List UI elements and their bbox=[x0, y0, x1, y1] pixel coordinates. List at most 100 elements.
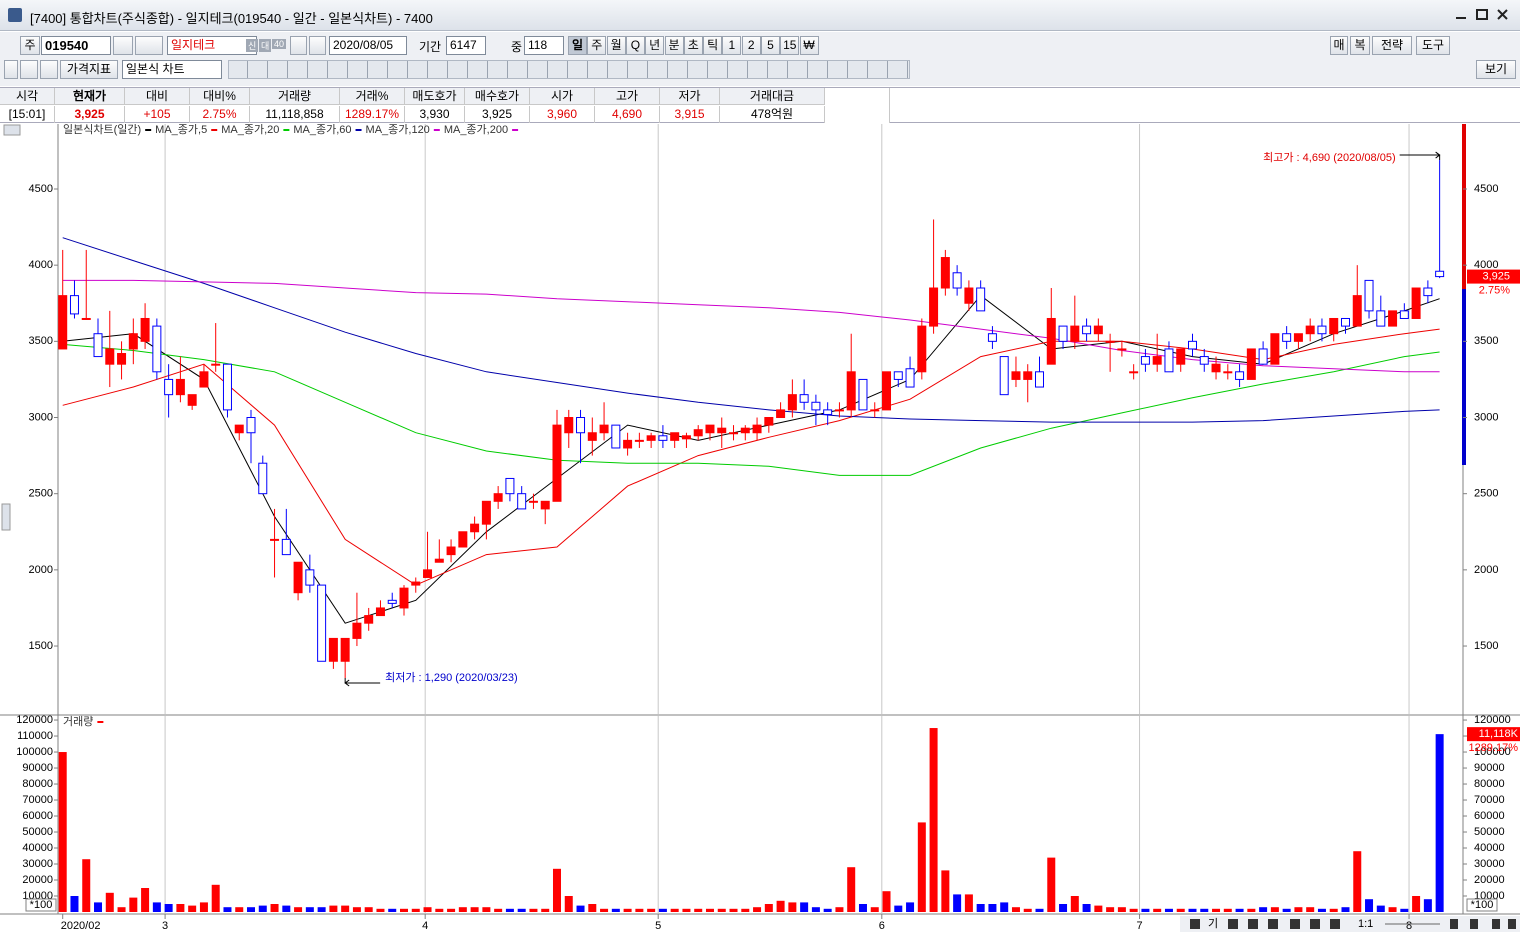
candle-body bbox=[623, 439, 633, 449]
scroll-button[interactable] bbox=[20, 60, 38, 79]
candle-body bbox=[1317, 325, 1327, 335]
count-input[interactable]: 118 bbox=[524, 36, 564, 55]
candle-body bbox=[234, 424, 244, 434]
volume-bar bbox=[1094, 905, 1103, 912]
edit-button[interactable] bbox=[40, 60, 58, 79]
right-button[interactable]: 매 bbox=[1330, 36, 1348, 55]
bottom-control[interactable] bbox=[1248, 919, 1258, 929]
next-button[interactable] bbox=[290, 36, 307, 55]
candle-body bbox=[681, 435, 691, 440]
volume-bar bbox=[141, 888, 150, 912]
count-label: 중 bbox=[511, 40, 523, 54]
y-tick-label: 100000 bbox=[16, 746, 53, 758]
window-controls[interactable] bbox=[1450, 6, 1516, 24]
candle-body bbox=[858, 378, 868, 411]
market-select[interactable]: 주 bbox=[20, 36, 40, 55]
candle-body bbox=[952, 272, 962, 289]
period-input[interactable]: 6147 bbox=[446, 36, 486, 55]
volume-bar bbox=[282, 905, 291, 912]
date-input[interactable]: 2020/08/05 bbox=[329, 36, 407, 55]
candle-body bbox=[1187, 340, 1197, 350]
volume-bar bbox=[470, 907, 479, 912]
period-button[interactable]: 년 bbox=[645, 36, 665, 55]
period-button[interactable]: 주 bbox=[587, 36, 607, 55]
candle-body bbox=[1376, 310, 1386, 327]
volume-bar bbox=[1153, 908, 1162, 912]
period-button[interactable]: 5 bbox=[761, 36, 780, 55]
candle-body bbox=[1152, 356, 1162, 365]
code-input[interactable]: 019540 bbox=[41, 36, 111, 55]
candle-body bbox=[411, 581, 421, 586]
candle-body bbox=[729, 432, 739, 435]
volume-bar bbox=[552, 868, 561, 912]
volume-bar bbox=[1259, 907, 1268, 912]
candle-body bbox=[270, 538, 280, 541]
right-button[interactable]: 전략 bbox=[1372, 36, 1412, 55]
candle-body bbox=[999, 356, 1009, 396]
bottom-control[interactable] bbox=[1492, 919, 1500, 929]
bottom-control[interactable] bbox=[1228, 919, 1238, 929]
side-toggle[interactable] bbox=[1, 503, 11, 531]
right-button[interactable]: 도구 bbox=[1416, 36, 1450, 55]
volume-bar bbox=[376, 908, 385, 912]
volume-bar bbox=[1164, 908, 1173, 912]
volume-bar bbox=[58, 752, 67, 912]
candle-body bbox=[364, 615, 374, 624]
view-button[interactable]: 보기 bbox=[1476, 60, 1516, 79]
quote-value: [15:01] bbox=[0, 106, 55, 123]
period-button[interactable]: Q bbox=[625, 36, 645, 55]
volume-bar bbox=[788, 902, 797, 912]
scroll-toggle[interactable] bbox=[3, 124, 21, 136]
drawing-tools[interactable] bbox=[228, 60, 910, 79]
quote-header: 대비% bbox=[190, 88, 250, 105]
bottom-control[interactable] bbox=[1330, 919, 1340, 929]
close[interactable] bbox=[1497, 9, 1508, 20]
period-button[interactable]: ₩ bbox=[799, 36, 819, 55]
volume-bar bbox=[305, 907, 314, 912]
right-button[interactable]: 복 bbox=[1350, 36, 1370, 55]
quote-header: 시가 bbox=[530, 88, 595, 105]
volume-bar bbox=[894, 905, 903, 912]
bottom-control[interactable] bbox=[1450, 919, 1458, 929]
maximize[interactable] bbox=[1476, 9, 1488, 20]
period-button[interactable]: 초 bbox=[683, 36, 703, 55]
bottom-control[interactable] bbox=[1290, 919, 1300, 929]
period-button[interactable]: 월 bbox=[606, 36, 626, 55]
y-tick-label: 90000 bbox=[1474, 762, 1505, 774]
bottom-control[interactable] bbox=[1268, 919, 1278, 929]
volume-ratio: 1289.17% bbox=[1468, 742, 1518, 754]
volume-bar bbox=[1047, 857, 1056, 912]
period-button[interactable]: 15 bbox=[780, 36, 800, 55]
candle-body bbox=[1282, 333, 1292, 342]
period-button[interactable]: 1 bbox=[722, 36, 742, 55]
volume-bar bbox=[1435, 734, 1444, 912]
name-field: 일지테크 bbox=[167, 36, 257, 55]
candle-body bbox=[870, 409, 880, 412]
period-button[interactable]: 일 bbox=[568, 36, 587, 55]
quote-value: 3,930 bbox=[405, 106, 465, 123]
volume-bar bbox=[1176, 908, 1185, 912]
bottom-control[interactable] bbox=[1310, 919, 1320, 929]
y-tick-label: 60000 bbox=[22, 810, 53, 822]
y-tick-label: 4500 bbox=[1474, 183, 1498, 195]
period-button[interactable]: 분 bbox=[664, 36, 684, 55]
y-tick-label: 50000 bbox=[1474, 826, 1505, 838]
candle-body bbox=[528, 500, 538, 503]
period-button[interactable]: 틱 bbox=[703, 36, 723, 55]
sort-button[interactable] bbox=[135, 36, 163, 55]
prev-button[interactable] bbox=[309, 36, 326, 55]
indicator-button[interactable]: 가격지표 bbox=[60, 60, 118, 79]
volume-bar bbox=[199, 902, 208, 912]
up-button[interactable] bbox=[4, 60, 18, 79]
bottom-control[interactable] bbox=[1190, 919, 1200, 929]
candle-body bbox=[493, 493, 503, 502]
bottom-control[interactable] bbox=[1470, 919, 1478, 929]
search-button[interactable] bbox=[113, 36, 133, 55]
period-button[interactable]: 2 bbox=[741, 36, 761, 55]
bottom-control[interactable] bbox=[1508, 919, 1516, 929]
chart-type-select[interactable]: 일본식 차트 bbox=[122, 60, 222, 79]
candle-body bbox=[576, 417, 586, 434]
y-tick-label: 3500 bbox=[29, 335, 53, 347]
volume-bar bbox=[976, 904, 985, 912]
volume-bar bbox=[988, 904, 997, 912]
